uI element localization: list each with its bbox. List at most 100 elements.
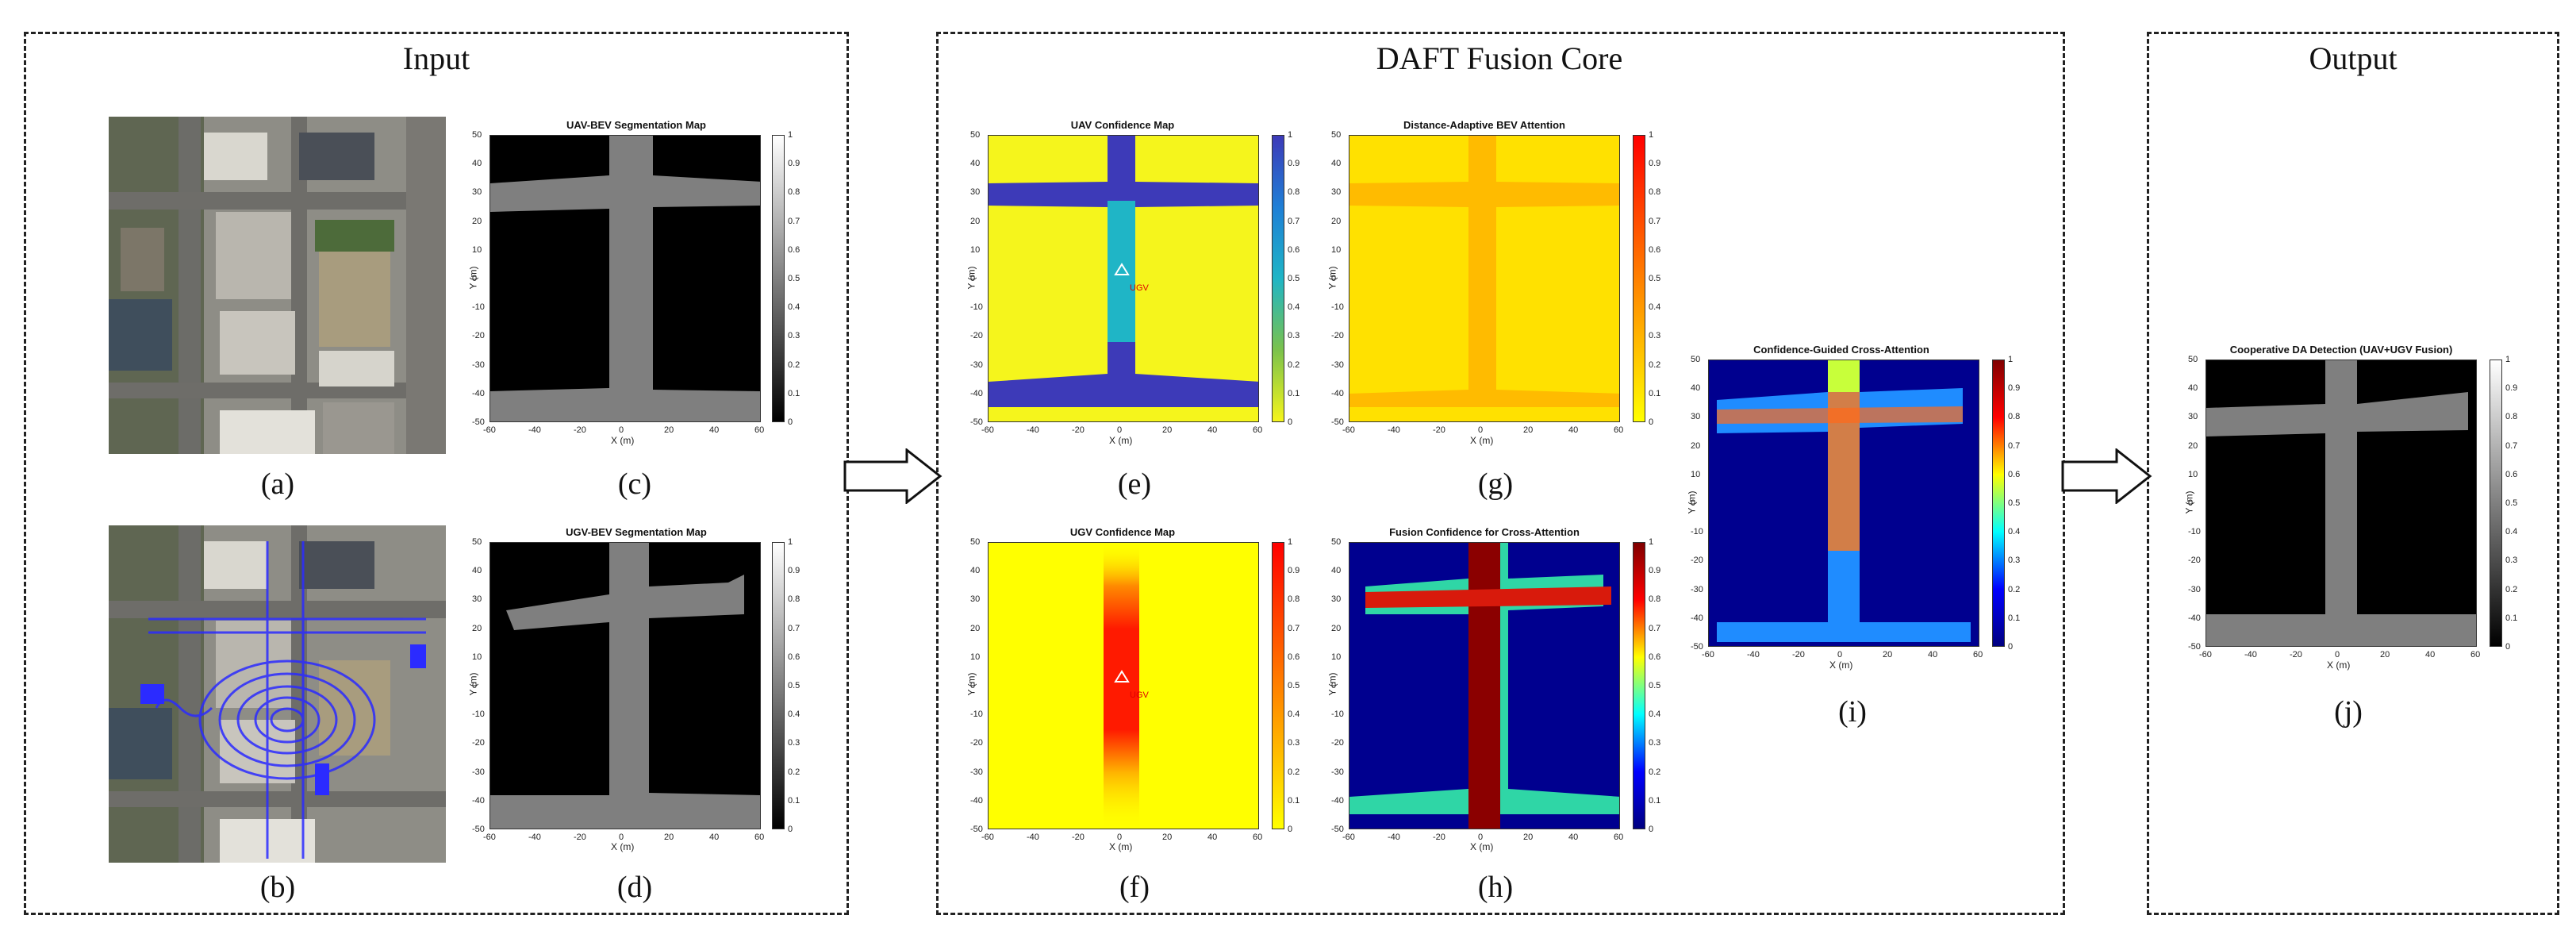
panel-g-xtick: 20 <box>1523 425 1534 435</box>
panel-d-cbar-tick: 0 <box>788 825 793 834</box>
panel-h-ytick: -30 <box>1331 767 1344 777</box>
panel-g-ytick: 20 <box>1331 216 1342 226</box>
panel-f-cbar-tick: 0 <box>1288 825 1293 834</box>
panel-d-cbar-tick: 0.3 <box>788 738 800 748</box>
panel-g-xtick: 40 <box>1568 425 1579 435</box>
panel-i-label: (i) <box>1838 695 1867 729</box>
panel-e-ytick: 20 <box>970 216 981 226</box>
panel-e-cbar-tick: 0.5 <box>1288 274 1300 283</box>
panel-d-ytick: 0 <box>472 681 478 690</box>
panel-d-ytick: 20 <box>472 623 482 633</box>
panel-c-cbar-tick: 1 <box>788 130 793 140</box>
panel-f-ytick: 20 <box>970 623 981 633</box>
panel-j-cbar-tick: 1 <box>2505 355 2511 364</box>
panel-i-title: Confidence-Guided Cross-Attention <box>1753 344 1929 356</box>
panel-h-ytick: -10 <box>1331 710 1344 720</box>
panel-i-cbar-tick: 1 <box>2008 355 2014 364</box>
panel-j-ytick: -40 <box>2188 613 2201 623</box>
panel-e-xtick: -60 <box>981 425 994 435</box>
panel-i-plot <box>1708 360 1979 647</box>
panel-h-colorbar <box>1633 542 1645 829</box>
panel-i-xlabel: X (m) <box>1829 660 1853 671</box>
panel-c-xtick: -20 <box>574 425 586 435</box>
panel-d-ytick: 40 <box>472 566 482 576</box>
panel-j-cbar-tick: 0.8 <box>2505 412 2518 422</box>
panel-j-xtick: 40 <box>2425 650 2436 660</box>
panel-h-cbar-tick: 0.3 <box>1649 738 1661 748</box>
svg-text:UGV: UGV <box>1130 283 1150 293</box>
panel-i-cbar-tick: 0.3 <box>2008 556 2021 566</box>
panel-d-ytick: -40 <box>472 795 485 806</box>
panel-h-title: Fusion Confidence for Cross-Attention <box>1389 526 1580 538</box>
panel-c-ytick: -40 <box>472 388 485 398</box>
panel-f-ytick: 0 <box>970 681 976 690</box>
panel-h-xtick: 40 <box>1568 833 1579 842</box>
panel-e-cbar-tick: 0.8 <box>1288 187 1300 198</box>
panel-e-ytick: 50 <box>970 130 981 140</box>
panel-f-ytick: 40 <box>970 566 981 576</box>
panel-d-cbar-tick: 0.6 <box>788 652 800 662</box>
panel-b-label: (b) <box>259 871 296 904</box>
panel-h-xtick: 60 <box>1614 833 1624 842</box>
panel-j-cbar-tick: 0.3 <box>2505 556 2518 566</box>
panel-h-xlabel: X (m) <box>1470 841 1494 852</box>
panel-j-ytick: 10 <box>2188 469 2198 479</box>
panel-e-ytick: 40 <box>970 159 981 169</box>
panel-h-cbar-tick: 1 <box>1649 537 1654 547</box>
panel-i-cbar-tick: 0.8 <box>2008 412 2021 422</box>
panel-e-cbar-tick: 0.2 <box>1288 360 1300 370</box>
panel-c-ytick: 10 <box>472 244 482 255</box>
panel-h-ytick: -20 <box>1331 738 1344 748</box>
panel-g-xtick: -60 <box>1342 425 1355 435</box>
panel-d-cbar-tick: 0.2 <box>788 767 800 777</box>
panel-i-ytick: 0 <box>1691 498 1696 508</box>
panel-g-xtick: -40 <box>1388 425 1400 435</box>
panel-h-ytick: 10 <box>1331 652 1342 662</box>
panel-c-ytick: -20 <box>472 331 485 341</box>
panel-c-label: (c) <box>617 467 652 501</box>
panel-e-xtick: -20 <box>1072 425 1085 435</box>
panel-e-xtick: 40 <box>1207 425 1218 435</box>
panel-i-ytick: -10 <box>1691 527 1703 537</box>
panel-e-cbar-tick: 1 <box>1288 130 1293 140</box>
panel-i-cbar-tick: 0.6 <box>2008 469 2021 479</box>
panel-h-cbar-tick: 0 <box>1649 825 1654 834</box>
panel-c-cbar-tick: 0.2 <box>788 360 800 370</box>
fusion-core-section-title: DAFT Fusion Core <box>1376 40 1623 76</box>
panel-h-cbar-tick: 0.7 <box>1649 623 1661 633</box>
panel-d-cbar-tick: 0.9 <box>788 566 800 576</box>
panel-j-xtick: 60 <box>2470 650 2481 660</box>
uav-lidar-overlay-image <box>109 525 446 863</box>
panel-g-cbar-tick: 0.5 <box>1649 274 1661 283</box>
panel-j-cbar-tick: 0.1 <box>2505 613 2518 623</box>
panel-j-xtick: -40 <box>2244 650 2257 660</box>
panel-a-label: (a) <box>260 467 295 501</box>
panel-f-ytick: -30 <box>970 767 983 777</box>
panel-f-xtick: -20 <box>1072 833 1085 842</box>
panel-g-xlabel: X (m) <box>1470 435 1494 446</box>
panel-d-cbar-tick: 0.5 <box>788 681 800 690</box>
panel-c-cbar-tick: 0.8 <box>788 187 800 198</box>
panel-d-cbar-tick: 0.8 <box>788 594 800 605</box>
panel-d-xtick: -20 <box>574 833 586 842</box>
panel-i-cbar-tick: 0 <box>2008 642 2014 652</box>
panel-c-plot <box>489 135 761 422</box>
panel-g-ytick: -10 <box>1331 302 1344 313</box>
panel-c-cbar-tick: 0.1 <box>788 388 800 398</box>
panel-i-ytick: -30 <box>1691 584 1703 594</box>
panel-h-ytick: 20 <box>1331 623 1342 633</box>
panel-c-colorbar <box>772 135 785 422</box>
panel-e-cbar-tick: 0 <box>1288 417 1293 427</box>
panel-d-title: UGV-BEV Segmentation Map <box>566 526 707 538</box>
panel-j-cbar-tick: 0 <box>2505 642 2511 652</box>
panel-i-xtick: 20 <box>1883 650 1893 660</box>
panel-h-xtick: -40 <box>1388 833 1400 842</box>
panel-j-xtick: -20 <box>2290 650 2302 660</box>
panel-c-ytick: -50 <box>472 417 485 427</box>
panel-e-ytick: -20 <box>970 331 983 341</box>
panel-g-ytick: 0 <box>1331 274 1337 283</box>
panel-g-cbar-tick: 0.7 <box>1649 216 1661 226</box>
panel-j-ytick: -30 <box>2188 584 2201 594</box>
panel-h-xtick: -60 <box>1342 833 1355 842</box>
panel-d-ytick: -50 <box>472 825 485 834</box>
